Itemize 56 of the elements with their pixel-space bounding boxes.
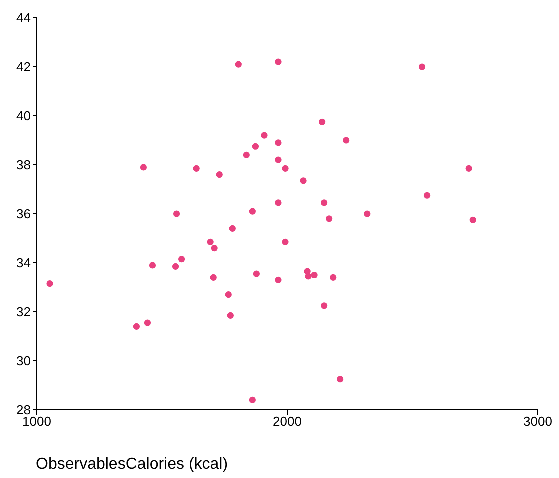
y-tick-label: 44 bbox=[16, 10, 31, 26]
point bbox=[243, 152, 250, 158]
point bbox=[211, 245, 218, 252]
point bbox=[210, 274, 217, 281]
point bbox=[229, 225, 236, 232]
point bbox=[149, 262, 156, 269]
y-tick-label: 30 bbox=[16, 354, 31, 369]
point bbox=[249, 396, 256, 404]
point bbox=[418, 64, 426, 70]
point bbox=[282, 238, 289, 246]
point bbox=[275, 156, 282, 164]
point bbox=[337, 376, 344, 383]
point bbox=[424, 192, 431, 199]
point bbox=[46, 280, 54, 288]
y-tick-label: 32 bbox=[16, 304, 31, 320]
point bbox=[326, 216, 333, 222]
point bbox=[330, 274, 337, 281]
point bbox=[235, 61, 242, 68]
point bbox=[364, 210, 371, 218]
point bbox=[193, 165, 200, 172]
point bbox=[216, 172, 223, 178]
point bbox=[252, 143, 259, 150]
x-axis-title: ObservablesCalories (kcal) bbox=[36, 456, 230, 474]
x-tick-label: 2000 bbox=[273, 414, 302, 430]
point bbox=[249, 208, 256, 215]
y-tick-label: 40 bbox=[16, 108, 31, 124]
point bbox=[253, 270, 260, 278]
point bbox=[321, 200, 328, 206]
y-tick-label: 42 bbox=[16, 60, 31, 75]
point bbox=[275, 58, 282, 66]
point bbox=[133, 323, 140, 330]
point bbox=[275, 276, 282, 284]
point bbox=[275, 140, 282, 146]
point bbox=[172, 263, 180, 270]
point bbox=[225, 292, 232, 298]
point bbox=[343, 137, 350, 144]
point bbox=[321, 302, 328, 310]
y-tick-label: 36 bbox=[16, 206, 31, 222]
point bbox=[311, 272, 318, 279]
point bbox=[227, 312, 234, 319]
point bbox=[305, 273, 312, 280]
point bbox=[275, 200, 282, 206]
point bbox=[144, 320, 152, 326]
point bbox=[470, 216, 476, 224]
point bbox=[173, 210, 180, 218]
y-tick-label: 38 bbox=[16, 158, 31, 173]
x-tick-label: 3000 bbox=[524, 414, 552, 430]
point bbox=[140, 164, 148, 171]
point bbox=[300, 178, 307, 184]
point bbox=[319, 118, 326, 126]
point bbox=[282, 165, 289, 172]
point bbox=[466, 165, 472, 172]
y-tick-label: 34 bbox=[16, 256, 31, 271]
point bbox=[207, 238, 214, 246]
point bbox=[261, 132, 268, 139]
point bbox=[178, 256, 186, 263]
